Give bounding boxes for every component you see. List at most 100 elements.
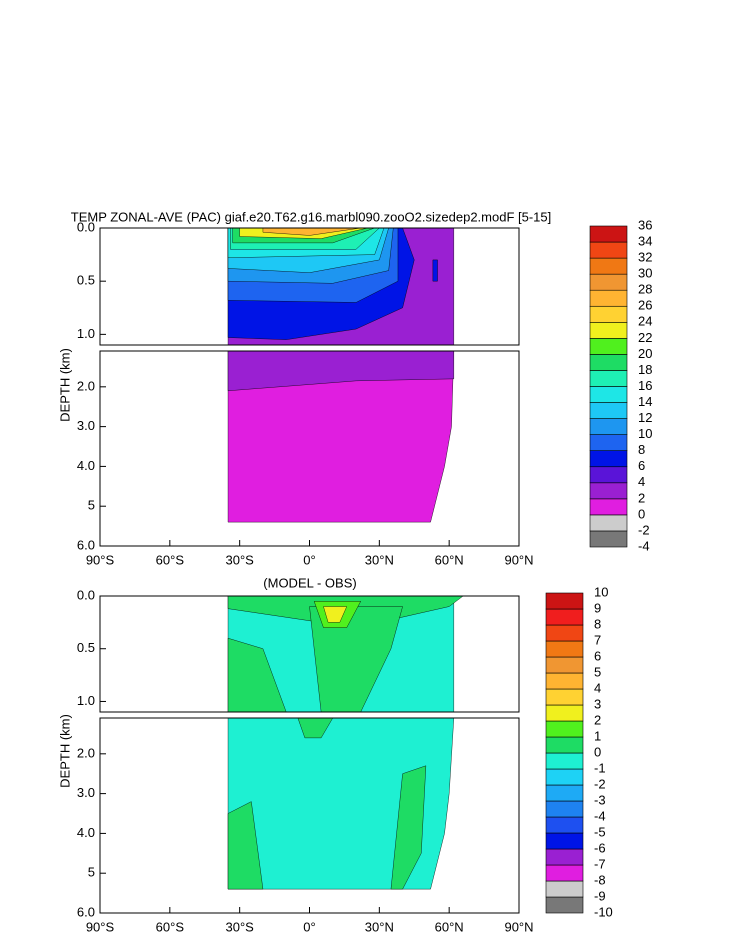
contour-region: [432, 259, 438, 282]
colorbar-label: 36: [638, 217, 652, 232]
x-tick-label: 90°N: [504, 552, 533, 567]
colorbar-box: [545, 656, 584, 674]
colorbar-box: [545, 720, 584, 738]
y-tick-label: 4.0: [77, 825, 95, 840]
colorbar-box: [589, 273, 628, 291]
colorbar-box: [545, 864, 584, 882]
colorbar-box: [589, 434, 628, 451]
y-axis-label: DEPTH (km): [57, 348, 72, 422]
colorbar-box: [589, 450, 628, 468]
colorbar-label: 22: [638, 330, 652, 345]
y-tick-label: 1.0: [77, 326, 95, 341]
y-tick-label: 1.0: [77, 693, 95, 708]
colorbar-label: -6: [594, 840, 606, 855]
colorbar-label: 26: [638, 298, 652, 313]
colorbar-label: 12: [638, 410, 652, 425]
colorbar-label: 14: [638, 394, 652, 409]
colorbar-label: 3: [594, 696, 601, 711]
y-axis-label: DEPTH (km): [57, 714, 72, 788]
colorbar-label: 18: [638, 362, 652, 377]
colorbar-box: [589, 498, 628, 516]
colorbar-box: [545, 672, 584, 690]
y-tick-label: 6.0: [77, 537, 95, 552]
colorbar-box: [545, 816, 584, 834]
x-tick-label: 60°N: [435, 919, 464, 934]
contour-region: [227, 801, 264, 890]
contour-region: [323, 606, 348, 623]
colorbar-box: [589, 321, 628, 339]
colorbar-box: [545, 832, 584, 850]
y-tick-label: 0.5: [77, 273, 95, 288]
colorbar-label: 34: [638, 233, 652, 248]
colorbar-box: [589, 418, 628, 435]
colorbar-label: 24: [638, 314, 652, 329]
y-tick-label: 3.0: [77, 785, 95, 800]
colorbar-box: [545, 736, 584, 754]
colorbar-box: [589, 402, 628, 419]
colorbar-box: [589, 354, 628, 371]
colorbar-box: [589, 338, 628, 355]
x-tick-label: 30°S: [225, 552, 254, 567]
x-tick-label: 90°S: [86, 552, 115, 567]
panel-frame: [99, 227, 520, 346]
colorbar-label: 2: [638, 490, 645, 505]
contour-region: [390, 765, 427, 890]
y-tick-label: 4.0: [77, 458, 95, 473]
y-tick-label: 6.0: [77, 904, 95, 919]
colorbar-label: 5: [594, 664, 601, 679]
panel-frame: [99, 595, 520, 713]
colorbar-label: -1: [594, 760, 606, 775]
colorbar-box: [545, 688, 584, 706]
colorbar-label: 10: [594, 584, 608, 599]
colorbar-label: -8: [594, 872, 606, 887]
colorbar-label: -7: [594, 856, 606, 871]
colorbar-label: -5: [594, 824, 606, 839]
colorbar-box: [589, 370, 628, 387]
chart-title: (MODEL - OBS): [263, 575, 356, 590]
colorbar-label: -2: [594, 776, 606, 791]
colorbar-box: [589, 466, 628, 484]
x-tick-label: 60°N: [435, 552, 464, 567]
x-tick-label: 30°S: [225, 919, 254, 934]
x-tick-label: 90°N: [504, 919, 533, 934]
colorbar-label: 32: [638, 250, 652, 265]
colorbar-box: [545, 896, 584, 914]
colorbar-box: [589, 289, 628, 307]
colorbar-box: [545, 768, 584, 786]
colorbar-box: [545, 624, 584, 642]
x-tick-label: 30°N: [365, 552, 394, 567]
colorbar-label: -3: [594, 792, 606, 807]
colorbar-label: 28: [638, 282, 652, 297]
colorbar-label: 9: [594, 600, 601, 615]
colorbar-label: 6: [594, 648, 601, 663]
y-tick-label: 5: [88, 865, 95, 880]
colorbar-label: -4: [638, 538, 650, 553]
colorbar-box: [545, 752, 584, 770]
x-tick-label: 30°N: [365, 919, 394, 934]
y-tick-label: 5: [88, 498, 95, 513]
colorbar-box: [545, 704, 584, 722]
colorbar-box: [589, 257, 628, 275]
colorbar-label: 8: [594, 616, 601, 631]
colorbar-label: -2: [638, 522, 650, 537]
colorbar-label: 2: [594, 712, 601, 727]
colorbar-box: [589, 482, 628, 500]
x-tick-label: 0°: [303, 919, 315, 934]
x-tick-label: 0°: [303, 552, 315, 567]
colorbar-box: [545, 880, 584, 898]
x-tick-label: 60°S: [156, 552, 185, 567]
colorbar-label: 20: [638, 346, 652, 361]
colorbar-box: [589, 386, 628, 403]
colorbar-label: 6: [638, 458, 645, 473]
y-tick-label: 2.0: [77, 378, 95, 393]
colorbar-label: -10: [594, 904, 613, 919]
colorbar-box: [589, 241, 628, 259]
colorbar-box: [545, 848, 584, 866]
chart-title: TEMP ZONAL-AVE (PAC) giaf.e20.T62.g16.ma…: [71, 209, 552, 224]
colorbar-label: -9: [594, 888, 606, 903]
y-tick-label: 0.0: [77, 587, 95, 602]
colorbar-label: 0: [638, 506, 645, 521]
colorbar-box: [545, 800, 584, 818]
colorbar-label: 8: [638, 442, 645, 457]
